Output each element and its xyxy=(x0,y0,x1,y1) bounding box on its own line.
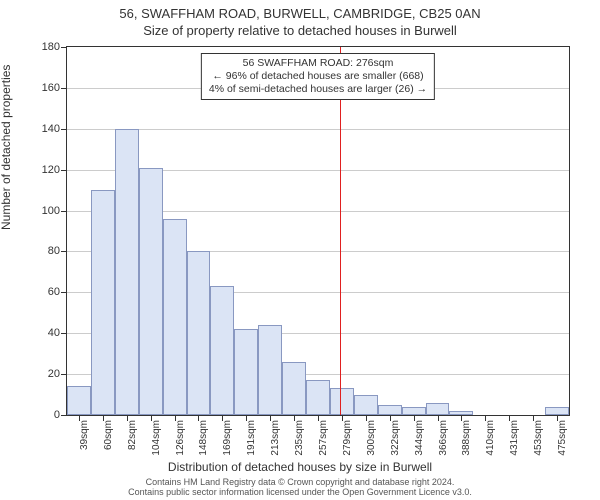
histogram-bar xyxy=(163,219,187,415)
x-tick-label: 366sqm xyxy=(438,420,449,460)
histogram-bar xyxy=(91,190,115,415)
chart-container: 56, SWAFFHAM ROAD, BURWELL, CAMBRIDGE, C… xyxy=(0,0,600,500)
x-tick-label: 148sqm xyxy=(198,420,209,460)
callout-line2: ← 96% of detached houses are smaller (66… xyxy=(209,70,427,83)
x-tick-label: 104sqm xyxy=(151,420,162,460)
x-axis-label: Distribution of detached houses by size … xyxy=(0,460,600,474)
histogram-bar xyxy=(354,395,378,415)
footer-attribution: Contains HM Land Registry data © Crown c… xyxy=(0,478,600,498)
x-tick-label: 60sqm xyxy=(103,420,114,460)
plot-area: 56 SWAFFHAM ROAD: 276sqm ← 96% of detach… xyxy=(66,46,570,416)
histogram-bar xyxy=(67,386,91,415)
histogram-bar xyxy=(282,362,306,415)
x-tick-label: 322sqm xyxy=(390,420,401,460)
histogram-bar xyxy=(306,380,330,415)
x-tick-label: 431sqm xyxy=(509,420,520,460)
histogram-bar xyxy=(187,251,211,415)
histogram-bar xyxy=(426,403,450,415)
y-tick-label: 20 xyxy=(28,368,60,380)
y-axis-label: Number of detached properties xyxy=(0,65,13,230)
x-tick-label: 388sqm xyxy=(461,420,472,460)
histogram-bars xyxy=(67,47,569,415)
x-tick-label: 235sqm xyxy=(294,420,305,460)
y-tick-label: 0 xyxy=(28,409,60,421)
y-tick-label: 160 xyxy=(28,82,60,94)
x-tick-label: 169sqm xyxy=(222,420,233,460)
histogram-bar xyxy=(139,168,163,415)
x-tick-label: 82sqm xyxy=(127,420,138,460)
x-tick-label: 453sqm xyxy=(533,420,544,460)
x-tick-label: 410sqm xyxy=(485,420,496,460)
x-tick-label: 344sqm xyxy=(414,420,425,460)
x-tick-label: 126sqm xyxy=(175,420,186,460)
histogram-bar xyxy=(378,405,402,415)
y-tick-label: 40 xyxy=(28,327,60,339)
y-tick-label: 80 xyxy=(28,245,60,257)
histogram-bar xyxy=(402,407,426,415)
y-tick-label: 180 xyxy=(28,41,60,53)
histogram-bar xyxy=(210,286,234,415)
callout-line1: 56 SWAFFHAM ROAD: 276sqm xyxy=(209,57,427,70)
y-tick-label: 100 xyxy=(28,205,60,217)
x-tick-label: 257sqm xyxy=(318,420,329,460)
title-block: 56, SWAFFHAM ROAD, BURWELL, CAMBRIDGE, C… xyxy=(0,6,600,40)
histogram-bar xyxy=(258,325,282,415)
x-tick-label: 279sqm xyxy=(342,420,353,460)
x-tick-label: 39sqm xyxy=(79,420,90,460)
x-tick-label: 475sqm xyxy=(557,420,568,460)
footer-line2: Contains public sector information licen… xyxy=(0,488,600,498)
histogram-bar xyxy=(115,129,139,415)
histogram-bar xyxy=(449,411,473,415)
marker-line xyxy=(340,47,341,415)
callout-box: 56 SWAFFHAM ROAD: 276sqm ← 96% of detach… xyxy=(201,53,435,100)
y-tick-label: 120 xyxy=(28,164,60,176)
title-address: 56, SWAFFHAM ROAD, BURWELL, CAMBRIDGE, C… xyxy=(0,6,600,23)
x-tick-label: 213sqm xyxy=(270,420,281,460)
x-tick-label: 300sqm xyxy=(366,420,377,460)
histogram-bar xyxy=(545,407,569,415)
histogram-bar xyxy=(330,388,354,415)
y-tick-label: 60 xyxy=(28,286,60,298)
y-tick-label: 140 xyxy=(28,123,60,135)
callout-line3: 4% of semi-detached houses are larger (2… xyxy=(209,83,427,96)
title-subtitle: Size of property relative to detached ho… xyxy=(0,23,600,40)
x-tick-label: 191sqm xyxy=(246,420,257,460)
histogram-bar xyxy=(234,329,258,415)
